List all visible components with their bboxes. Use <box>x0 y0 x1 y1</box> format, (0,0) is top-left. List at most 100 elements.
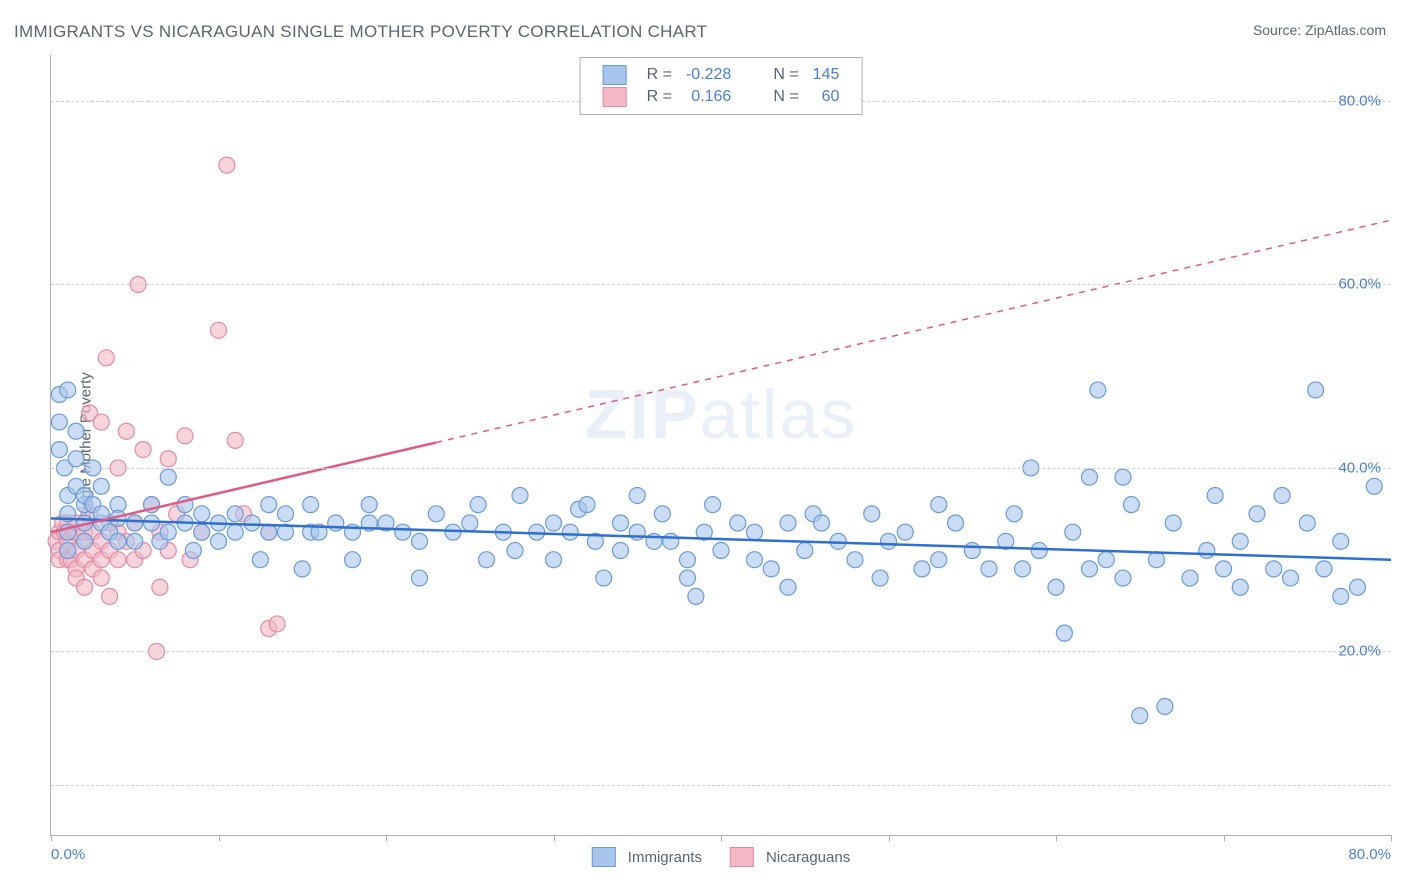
data-point <box>1048 579 1064 595</box>
data-point <box>1199 543 1215 559</box>
data-point <box>713 543 729 559</box>
x-tick <box>554 835 555 841</box>
x-tick <box>386 835 387 841</box>
legend-swatch <box>603 65 627 85</box>
r-value: -0.228 <box>680 65 737 85</box>
data-point <box>412 533 428 549</box>
data-point <box>227 524 243 540</box>
data-point <box>797 543 813 559</box>
data-point <box>663 533 679 549</box>
data-point <box>1266 561 1282 577</box>
gridline <box>51 468 1391 469</box>
legend-swatch <box>730 847 754 867</box>
data-point <box>68 423 84 439</box>
n-label: N = <box>767 65 804 85</box>
data-point <box>60 382 76 398</box>
data-point <box>579 497 595 513</box>
data-point <box>1350 579 1366 595</box>
data-point <box>948 515 964 531</box>
data-point <box>1149 552 1165 568</box>
x-tick <box>1391 835 1392 841</box>
data-point <box>964 543 980 559</box>
data-point <box>51 442 67 458</box>
x-tick <box>51 835 52 841</box>
data-point <box>110 533 126 549</box>
chart-container: IMMIGRANTS VS NICARAGUAN SINGLE MOTHER P… <box>0 0 1406 892</box>
data-point <box>77 579 93 595</box>
data-point <box>1333 533 1349 549</box>
legend-series: Immigrants Nicaraguans <box>592 847 850 867</box>
data-point <box>1299 515 1315 531</box>
y-tick-label: 60.0% <box>1338 276 1381 293</box>
data-point <box>252 552 268 568</box>
data-point <box>847 552 863 568</box>
data-point <box>68 451 84 467</box>
data-point <box>1249 506 1265 522</box>
legend-item: Nicaraguans <box>730 847 850 867</box>
data-point <box>244 515 260 531</box>
data-point <box>152 579 168 595</box>
data-point <box>747 524 763 540</box>
data-point <box>1082 561 1098 577</box>
data-point <box>507 543 523 559</box>
data-point <box>747 552 763 568</box>
data-point <box>227 506 243 522</box>
data-point <box>1366 478 1382 494</box>
legend-label: Nicaraguans <box>766 849 850 866</box>
data-point <box>763 561 779 577</box>
data-point <box>118 423 134 439</box>
data-point <box>814 515 830 531</box>
chart-title: IMMIGRANTS VS NICARAGUAN SINGLE MOTHER P… <box>14 22 707 42</box>
data-point <box>1333 588 1349 604</box>
data-point <box>227 432 243 448</box>
data-point <box>1232 533 1248 549</box>
data-point <box>361 497 377 513</box>
data-point <box>278 506 294 522</box>
data-point <box>897 524 913 540</box>
x-tick <box>1056 835 1057 841</box>
data-point <box>629 487 645 503</box>
legend-swatch <box>592 847 616 867</box>
data-point <box>1274 487 1290 503</box>
data-point <box>1316 561 1332 577</box>
y-tick-label: 40.0% <box>1338 459 1381 476</box>
data-point <box>680 552 696 568</box>
data-point <box>546 552 562 568</box>
legend-correlation: R =-0.228 N =145R = 0.166 N = 60 <box>580 57 863 115</box>
data-point <box>269 616 285 632</box>
r-value: 0.166 <box>680 87 737 107</box>
data-point <box>135 442 151 458</box>
data-point <box>1232 579 1248 595</box>
legend-item: Immigrants <box>592 847 702 867</box>
trend-line-dashed <box>436 220 1391 442</box>
data-point <box>110 552 126 568</box>
data-point <box>512 487 528 503</box>
data-point <box>1157 699 1173 715</box>
data-point <box>680 570 696 586</box>
data-point <box>211 322 227 338</box>
n-value: 145 <box>807 65 846 85</box>
y-tick-label: 80.0% <box>1338 92 1381 109</box>
data-point <box>194 524 210 540</box>
data-point <box>127 515 143 531</box>
data-point <box>51 414 67 430</box>
data-point <box>596 570 612 586</box>
data-point <box>1207 487 1223 503</box>
data-point <box>1056 625 1072 641</box>
data-point <box>462 515 478 531</box>
data-point <box>1132 708 1148 724</box>
y-tick-label: 20.0% <box>1338 643 1381 660</box>
data-point <box>93 414 109 430</box>
data-point <box>1182 570 1198 586</box>
data-point <box>412 570 428 586</box>
r-label: R = <box>641 65 678 85</box>
data-point <box>93 570 109 586</box>
gridline <box>51 284 1391 285</box>
data-point <box>1082 469 1098 485</box>
legend-row: R =-0.228 N =145 <box>597 65 846 85</box>
chart-svg <box>51 55 1391 835</box>
data-point <box>1283 570 1299 586</box>
n-value: 60 <box>807 87 846 107</box>
data-point <box>93 478 109 494</box>
data-point <box>261 524 277 540</box>
